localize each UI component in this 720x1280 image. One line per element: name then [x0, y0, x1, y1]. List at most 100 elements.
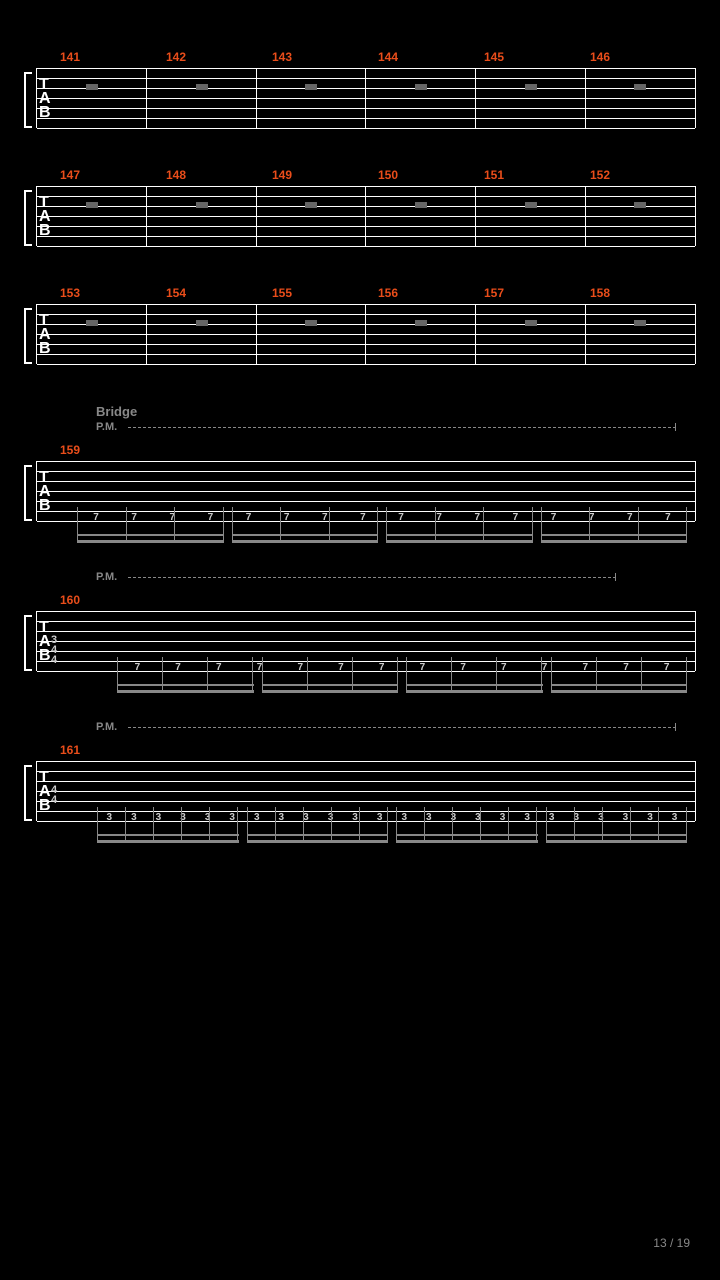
palm-mute-label: P.M.	[96, 571, 696, 583]
measure-number: 147	[60, 168, 166, 182]
note-stem	[435, 507, 436, 540]
measure-numbers-row: 147 148 149 150 151 152	[60, 168, 696, 182]
tab-system: 153 154 155 156 157 158 TAB	[24, 286, 696, 364]
note-stem	[630, 807, 631, 840]
measure-number: 155	[272, 286, 378, 300]
note-stem	[496, 657, 497, 690]
note-stem	[280, 507, 281, 540]
note-stem	[307, 657, 308, 690]
note-stem	[262, 657, 263, 690]
pm-text: P.M.	[96, 421, 117, 433]
pm-dashes	[128, 727, 676, 728]
barline	[257, 186, 367, 246]
note-stem	[125, 807, 126, 840]
page-number: 13 / 19	[653, 1236, 690, 1250]
note-stem	[686, 657, 687, 690]
tab-clef-label: TAB	[39, 771, 50, 813]
measure-number: 160	[60, 593, 696, 607]
chord-frets: 3 4 4	[51, 635, 57, 665]
rest-marks	[37, 202, 695, 208]
beam	[97, 823, 239, 843]
beam	[396, 823, 538, 843]
tab-system: 159 TAB 7777777777777777	[24, 443, 696, 521]
system-bracket	[24, 615, 32, 671]
beam	[247, 823, 389, 843]
rest-mark	[37, 84, 147, 90]
beam	[117, 673, 254, 693]
string-line	[37, 801, 695, 802]
pm-dashes	[128, 427, 676, 428]
rest-mark	[147, 84, 257, 90]
string-line	[37, 471, 695, 472]
note-stem	[602, 807, 603, 840]
note-stem	[126, 507, 127, 540]
note-stem	[77, 507, 78, 540]
note-stem	[546, 807, 547, 840]
note-stem	[174, 507, 175, 540]
barlines	[37, 304, 695, 364]
note-stem	[596, 657, 597, 690]
beam	[262, 673, 399, 693]
barlines	[37, 186, 695, 246]
tab-system: 161 TAB 4 4 333333333333333333333333	[24, 743, 696, 821]
note-stem	[303, 807, 304, 840]
measure-number: 154	[166, 286, 272, 300]
staff-lines: TAB	[36, 186, 696, 246]
barline	[257, 304, 367, 364]
string-line	[37, 781, 695, 782]
rest-marks	[37, 84, 695, 90]
tab-page: 141 142 143 144 145 146 TAB	[0, 0, 720, 821]
string-line	[37, 491, 695, 492]
tab-staff: 160 TAB 3 4 4 77777777777777	[36, 593, 696, 671]
rest-mark	[256, 84, 366, 90]
barline	[257, 68, 367, 128]
pm-end-mark	[675, 723, 676, 731]
tab-system: 160 TAB 3 4 4 77777777777777	[24, 593, 696, 671]
rest-mark	[366, 84, 476, 90]
rest-mark	[37, 202, 147, 208]
barline	[37, 68, 147, 128]
beam	[551, 673, 688, 693]
string-line	[37, 128, 695, 129]
note-stem	[237, 807, 238, 840]
beam	[541, 523, 688, 543]
rest-mark	[585, 202, 695, 208]
measure-number: 143	[272, 50, 378, 64]
note-stem	[541, 657, 542, 690]
note-stem	[377, 507, 378, 540]
measure-number: 153	[60, 286, 166, 300]
barline	[476, 186, 586, 246]
staff-lines: TAB 4 4 333333333333333333333333	[36, 761, 696, 821]
staff-lines: TAB	[36, 68, 696, 128]
note-stem	[97, 807, 98, 840]
measure-number: 158	[590, 286, 696, 300]
rest-mark	[476, 84, 586, 90]
chord-frets: 4 4	[51, 785, 57, 805]
string-line	[37, 481, 695, 482]
measure-number: 159	[60, 443, 696, 457]
note-stem	[207, 657, 208, 690]
beam	[386, 523, 533, 543]
tab-staff: 161 TAB 4 4 333333333333333333333333	[36, 743, 696, 821]
note-stem	[181, 807, 182, 840]
rest-mark	[366, 320, 476, 326]
note-stem	[686, 507, 687, 540]
barline	[147, 304, 257, 364]
string-line	[37, 771, 695, 772]
pm-end-mark	[675, 423, 676, 431]
rest-mark	[37, 320, 147, 326]
pm-end-mark	[615, 573, 616, 581]
note-stem	[686, 807, 687, 840]
note-stem	[551, 657, 552, 690]
barline	[147, 68, 257, 128]
string-line	[37, 501, 695, 502]
rest-mark	[585, 320, 695, 326]
note-stem	[574, 807, 575, 840]
measure-number: 161	[60, 743, 696, 757]
note-stem	[508, 807, 509, 840]
system-bracket	[24, 765, 32, 821]
string-line	[37, 631, 695, 632]
rest-mark	[256, 202, 366, 208]
string-line	[37, 651, 695, 652]
rest-mark	[256, 320, 366, 326]
